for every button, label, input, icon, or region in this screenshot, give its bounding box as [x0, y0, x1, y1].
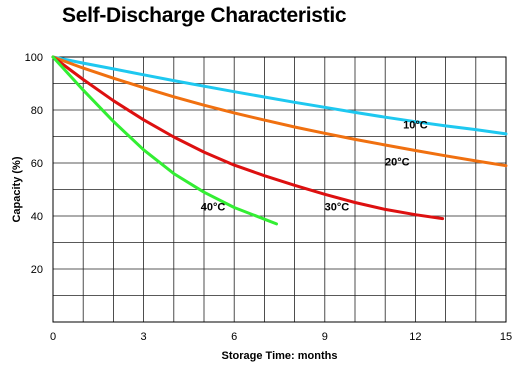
grid [53, 57, 506, 322]
plot-frame [52, 56, 507, 323]
series-labels: 10°C 20°C 30°C 40°C [201, 120, 428, 214]
x-tick-label: 3 [141, 331, 147, 343]
tick-labels: 0 3 6 9 12 15 20 40 60 80 100 [25, 52, 512, 343]
x-tick-label: 15 [500, 331, 512, 343]
x-tick-label: 6 [231, 331, 237, 343]
x-axis-label: Storage Time: months [222, 350, 338, 362]
y-tick-label: 100 [25, 52, 43, 64]
series-label: 40°C [201, 202, 226, 214]
series-line-20c [51, 55, 508, 168]
x-tick-label: 0 [50, 331, 56, 343]
series-line-40c [51, 55, 278, 226]
y-tick-label: 20 [31, 264, 43, 276]
series-label: 20°C [385, 157, 410, 169]
y-tick-label: 40 [31, 211, 43, 223]
y-axis-label: Capacity (%) [11, 156, 23, 222]
y-tick-label: 60 [31, 158, 43, 170]
series-label: 10°C [403, 120, 428, 132]
series-line-10c [51, 55, 508, 136]
x-tick-label: 12 [409, 331, 421, 343]
chart-title: Self-Discharge Characteristic [62, 4, 347, 27]
y-tick-label: 80 [31, 105, 43, 117]
series-line-30c [51, 55, 445, 221]
series-group [51, 55, 508, 226]
series-label: 30°C [325, 202, 350, 214]
x-tick-label: 9 [322, 331, 328, 343]
